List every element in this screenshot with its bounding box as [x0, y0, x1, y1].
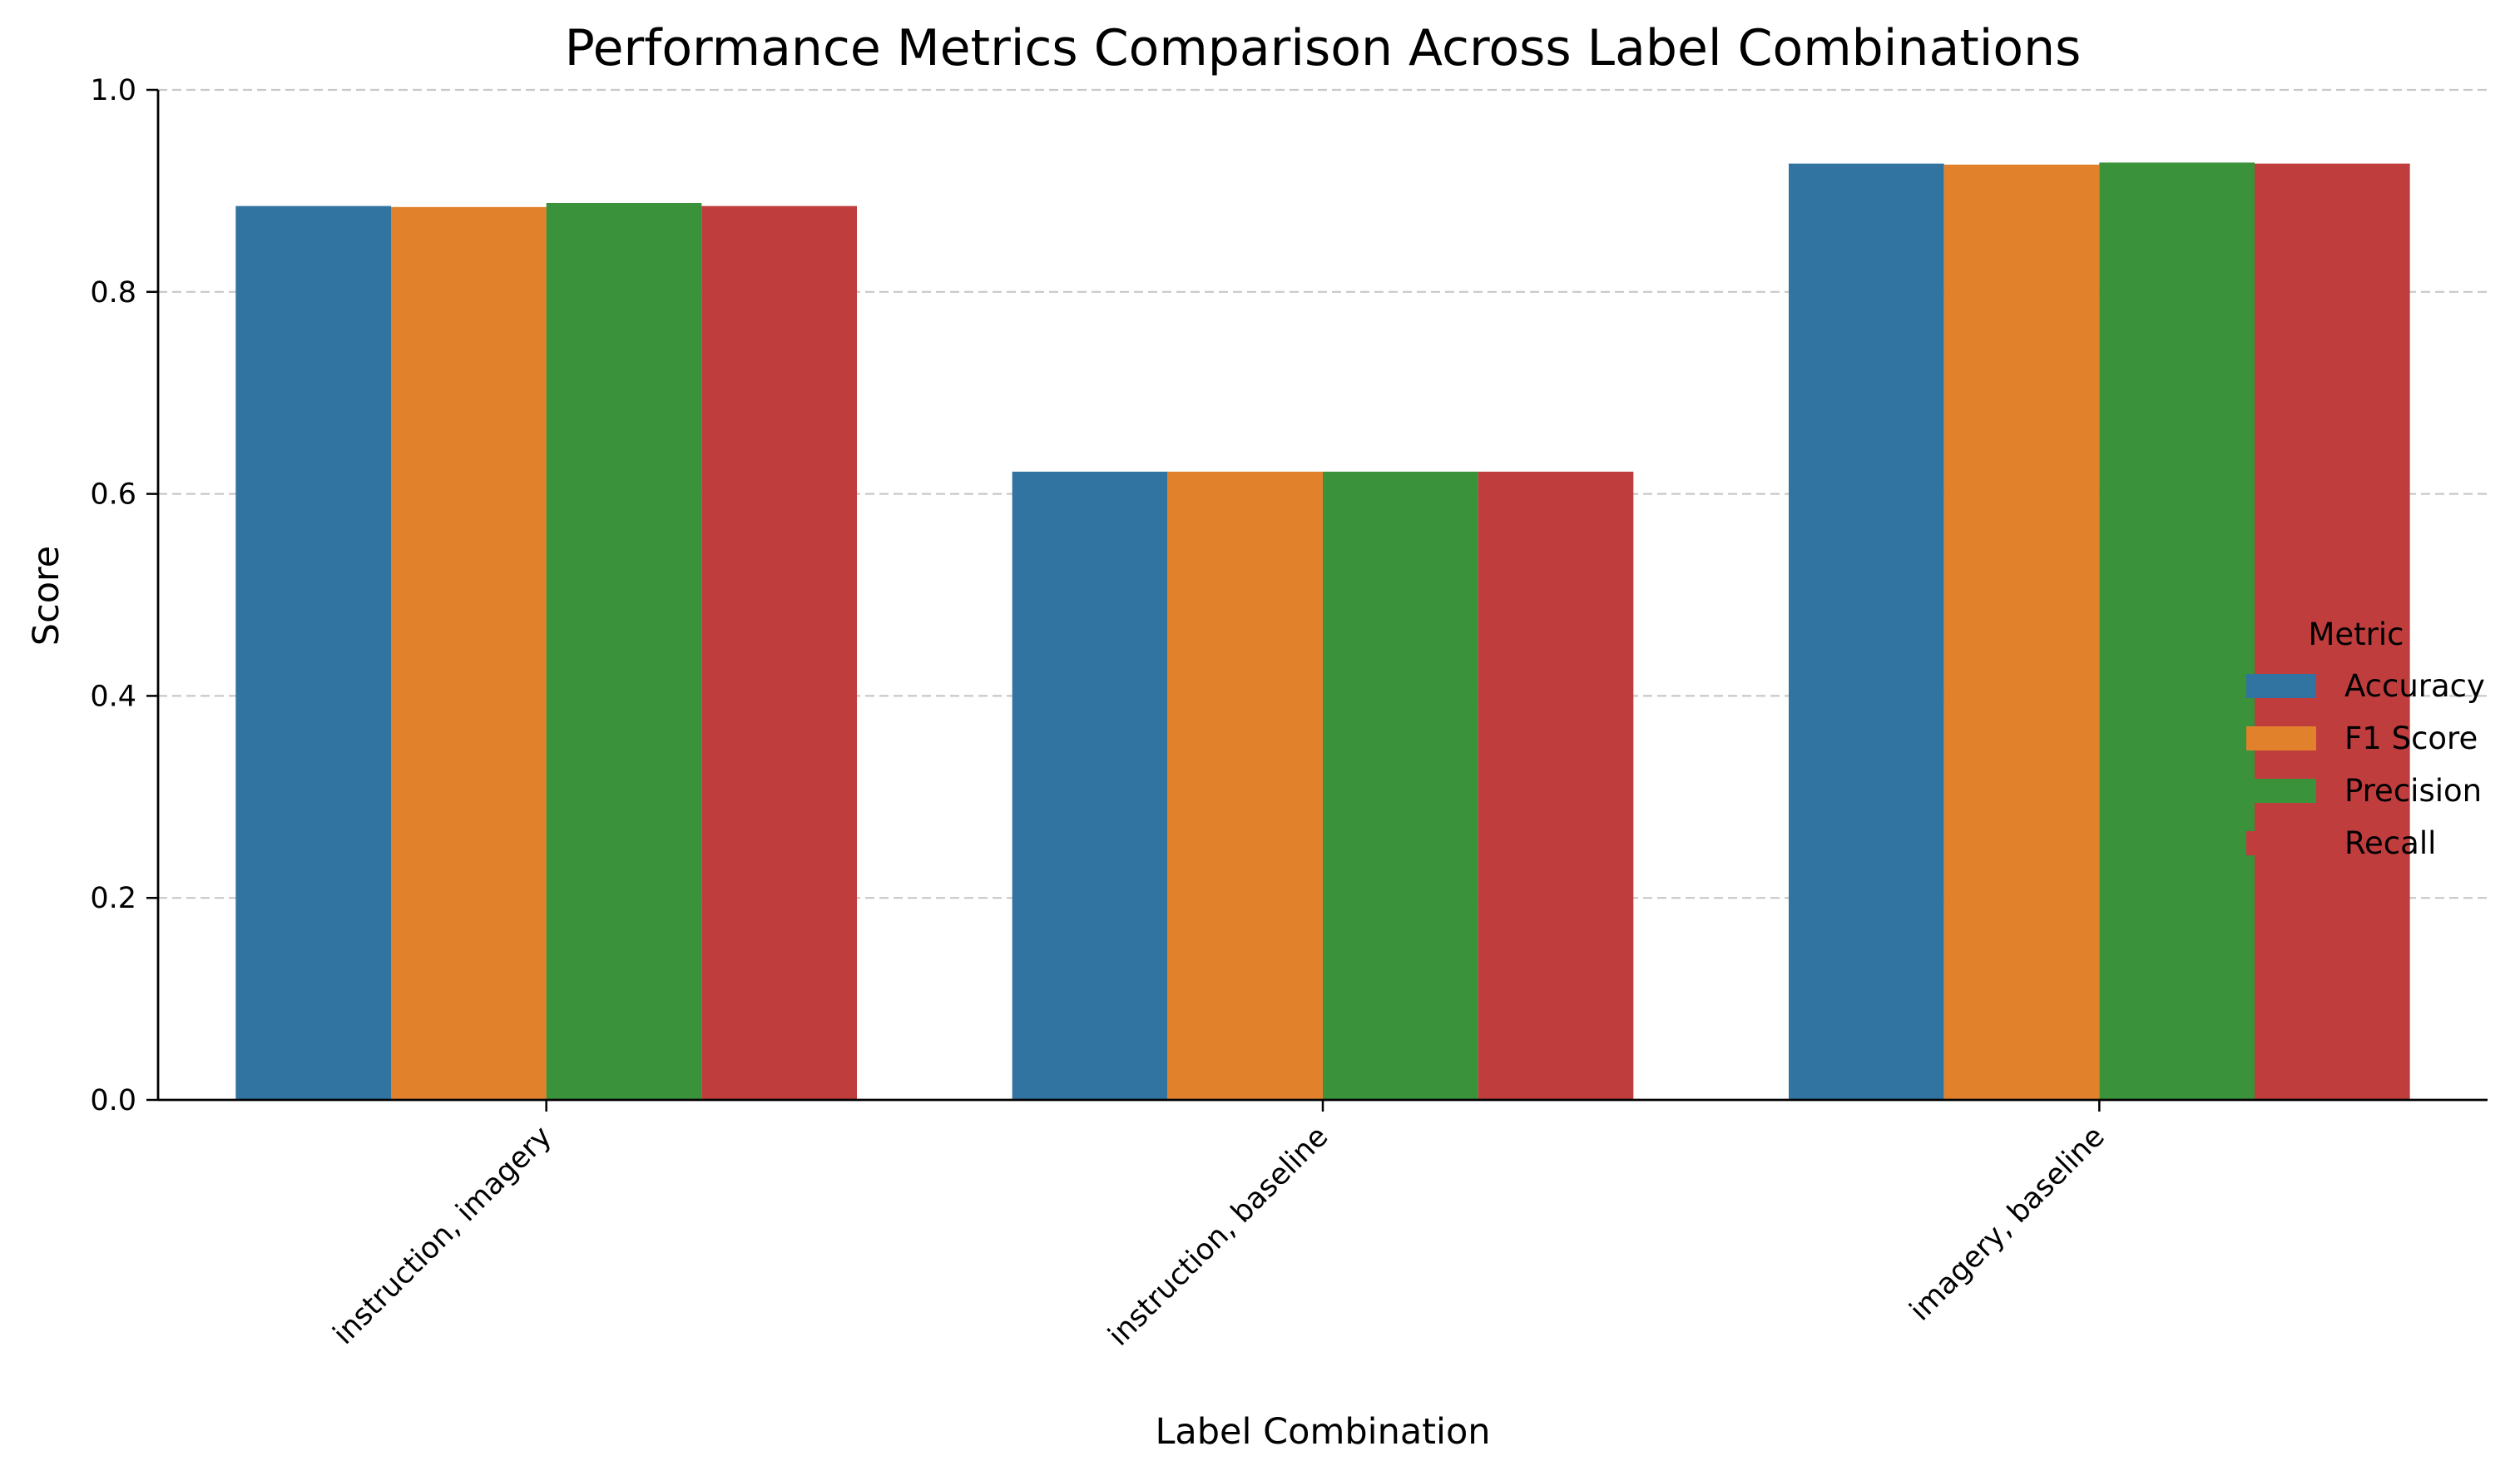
legend-label: F1 Score	[2344, 721, 2478, 756]
bar-recall	[2255, 163, 2410, 1101]
chart-title: Performance Metrics Comparison Across La…	[565, 19, 2082, 77]
legend-label: Recall	[2344, 825, 2436, 861]
legend-label: Precision	[2344, 773, 2482, 809]
bar-f1-score	[1943, 164, 2100, 1101]
y-tick-label: 0.0	[90, 1084, 136, 1117]
bar-precision	[1323, 471, 1478, 1100]
bar-f1-score	[1167, 471, 1323, 1100]
legend-swatch-recall	[2246, 831, 2316, 855]
bar-recall	[701, 206, 857, 1101]
x-tick-label: instruction, imagery	[327, 1120, 558, 1351]
bar-accuracy	[1012, 471, 1168, 1100]
y-tick-label: 0.8	[90, 276, 136, 310]
x-axis-label: Label Combination	[1155, 1411, 1490, 1453]
bar-accuracy	[235, 206, 391, 1101]
legend-title: Metric	[2308, 617, 2404, 652]
y-tick-label: 0.6	[90, 478, 136, 512]
bars-layer	[235, 162, 2410, 1101]
bar-precision	[2099, 162, 2255, 1101]
y-axis-label: Score	[26, 546, 67, 646]
bar-precision	[546, 202, 702, 1100]
legend-swatch-precision	[2246, 779, 2316, 803]
legend: Metric Accuracy F1 Score Precision Recall	[2246, 617, 2485, 861]
x-tick-label: imagery, baseline	[1904, 1120, 2112, 1328]
legend-label: Accuracy	[2344, 668, 2485, 704]
y-tick-label: 0.4	[90, 680, 136, 713]
legend-swatch-accuracy	[2246, 674, 2316, 698]
y-tick-label: 1.0	[90, 74, 136, 107]
y-tick-label: 0.2	[90, 882, 136, 915]
bar-recall	[1478, 471, 1634, 1100]
legend-swatch-f1-score	[2246, 726, 2316, 750]
x-tick-label: instruction, baseline	[1102, 1120, 1335, 1353]
bar-accuracy	[1789, 163, 1944, 1101]
bar-f1-score	[391, 206, 547, 1101]
